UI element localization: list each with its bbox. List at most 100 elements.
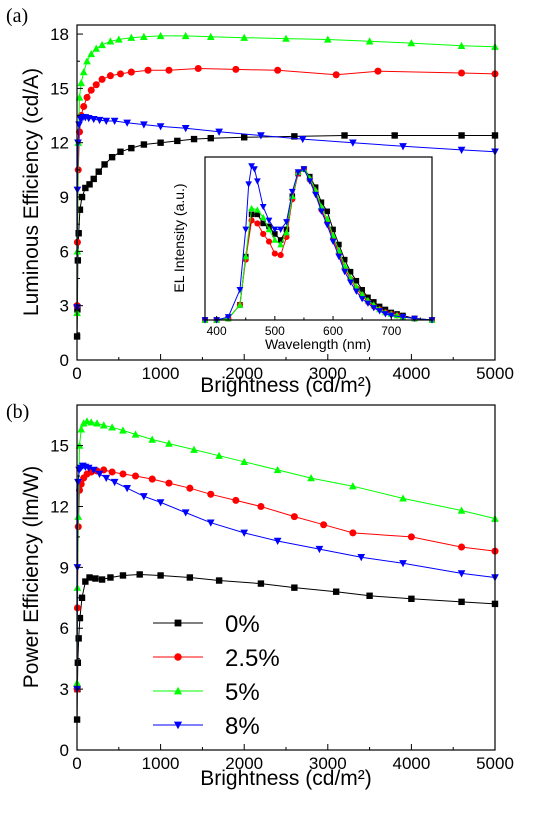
data-point [336, 241, 342, 248]
data-point [102, 117, 111, 125]
data-point [254, 220, 261, 227]
data-point [307, 474, 315, 482]
data-point [366, 592, 373, 599]
y-tick-label: 15 [50, 437, 69, 456]
data-point [156, 499, 165, 507]
data-point [254, 211, 261, 218]
y-tick-label: 12 [50, 497, 69, 516]
data-point [353, 277, 360, 284]
legend-label: 0% [225, 611, 260, 638]
data-point [89, 466, 98, 474]
legend-label: 5% [225, 679, 260, 706]
series-line [76, 420, 496, 684]
y-tick-label: 0 [60, 741, 69, 760]
data-point [457, 146, 466, 154]
legend: 0% 2.5% 5% 8% [153, 611, 280, 740]
y-axis-title: EL Intensity (a.u.) [171, 183, 187, 292]
data-point [349, 529, 357, 537]
data-point [186, 484, 194, 492]
data-point [315, 545, 324, 554]
data-point [140, 493, 148, 501]
data-point [240, 33, 249, 41]
data-point [399, 143, 407, 151]
x-tick-label: 1000 [142, 754, 180, 773]
data-point [232, 65, 240, 73]
x-tick-label: 3000 [309, 754, 347, 773]
data-point [399, 560, 407, 568]
data-point [341, 268, 349, 276]
data-point [407, 39, 416, 47]
data-point [242, 253, 250, 260]
data-point [370, 305, 378, 312]
data-point [117, 148, 124, 155]
x-tick-label: 4000 [392, 754, 430, 773]
data-point [190, 135, 198, 143]
data-point [312, 191, 319, 199]
data-point [108, 468, 116, 476]
data-point [294, 169, 302, 176]
data-point [157, 572, 164, 579]
inset-chart: 400 500 600 700 Wavelength (nm) EL Intensity … [171, 156, 436, 352]
data-point [291, 133, 298, 140]
data-point [365, 37, 374, 45]
series-line [76, 469, 496, 690]
data-point [140, 121, 148, 129]
data-point [123, 485, 131, 493]
data-point [288, 192, 296, 200]
data-point [119, 470, 127, 478]
data-point [95, 470, 104, 478]
data-point [87, 418, 96, 426]
data-point [320, 521, 328, 529]
data-point [215, 128, 223, 136]
legend-entry: 5% [153, 679, 260, 706]
data-point [399, 314, 407, 321]
legend-marker [174, 653, 182, 661]
panel-label: (a) [6, 5, 28, 27]
data-point [206, 519, 215, 527]
x-tick-label: 600 [323, 324, 343, 338]
data-point [92, 575, 99, 582]
data-point [399, 494, 407, 502]
y-tick-label: 3 [60, 680, 69, 699]
data-point [257, 502, 265, 510]
data-point [79, 68, 88, 76]
data-point [132, 472, 140, 480]
data-point [87, 86, 95, 94]
chart-panel-b: 0 1000 2000 3000 4000 5000 0 3 6 9 12 15 Brightness … [6, 401, 514, 790]
chart-panel-a: 0 1000 2000 3000 4000 5000 0 3 6 9 12 15 18 Brightnes… [6, 5, 514, 397]
data-point [457, 506, 466, 514]
data-point [358, 296, 366, 303]
data-point [277, 241, 285, 248]
x-axis-title: Brightness (cd/m²) [200, 767, 372, 790]
x-tick-label: 5000 [476, 364, 514, 383]
x-tick-label: 1000 [142, 364, 180, 383]
data-point [86, 181, 93, 188]
data-point [387, 312, 395, 319]
data-point [119, 572, 127, 579]
x-tick-label: 700 [381, 324, 401, 338]
data-point [75, 635, 82, 642]
data-point [181, 509, 190, 517]
data-point [84, 464, 93, 472]
data-point [174, 137, 181, 145]
panel-label: (b) [6, 401, 29, 423]
data-point [92, 81, 100, 89]
data-point [272, 231, 278, 237]
data-point [265, 238, 273, 245]
legend-label: 8% [225, 713, 260, 740]
data-point [82, 578, 89, 585]
data-point [140, 141, 148, 148]
data-point [110, 117, 119, 125]
data-point [136, 571, 143, 578]
data-point [364, 300, 372, 307]
data-point [232, 496, 240, 504]
legend-entry: 0% [153, 611, 260, 638]
data-point [376, 308, 383, 315]
data-point [411, 315, 418, 322]
x-tick-label: 3000 [309, 364, 347, 383]
data-point [128, 144, 135, 152]
data-point [98, 40, 106, 49]
data-point [458, 598, 465, 606]
data-point [457, 570, 466, 578]
